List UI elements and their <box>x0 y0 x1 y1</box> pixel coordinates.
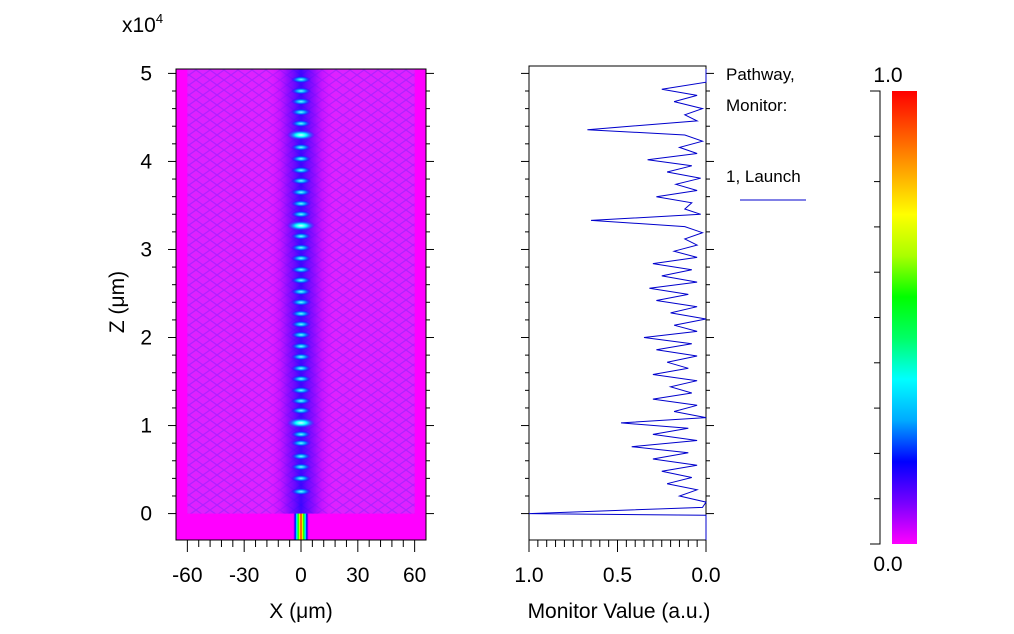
monitor-y-ticks <box>521 72 714 515</box>
heatmap-spot <box>291 87 311 95</box>
legend-entry-label: 1, Launch <box>726 167 801 186</box>
colorbar-ticks <box>874 135 880 500</box>
heatmap-spot <box>291 120 311 128</box>
legend: Pathway, Monitor: 1, Launch <box>726 65 806 201</box>
monitor-x-tick-label: 1.0 <box>514 564 543 587</box>
colorbar-gradient <box>892 91 917 544</box>
x-tick-label: 30 <box>346 564 369 587</box>
heatmap-bright-spot <box>287 417 315 428</box>
heatmap-spot <box>291 266 311 274</box>
heatmap-x-axis-title: X (μm) <box>269 600 332 623</box>
heatmap-spot <box>291 200 311 208</box>
y-tick-label: 2 <box>140 327 152 350</box>
heatmap-y-axis-title: Z (μm) <box>106 271 129 333</box>
heatmap-spot <box>291 108 311 116</box>
heatmap-spot <box>291 276 311 284</box>
y-tick-label: 1 <box>140 415 152 438</box>
legend-title-line-2: Monitor: <box>726 96 787 115</box>
x-tick-label: 60 <box>403 564 426 587</box>
heatmap-spot <box>291 98 311 106</box>
heatmap-spot <box>291 232 311 240</box>
heatmap-spot <box>291 188 311 196</box>
monitor-panel: 1.0 0.5 0.0 Monitor Value (a.u.) <box>514 65 721 623</box>
colorbar-min-label: 0.0 <box>873 553 902 576</box>
heatmap-spot <box>291 331 311 339</box>
heatmap-launch-field <box>293 513 309 540</box>
y-tick-label: 3 <box>140 238 152 261</box>
heatmap-spot <box>291 288 311 296</box>
heatmap-spot <box>291 452 311 460</box>
x-tick-label: 0 <box>295 564 307 587</box>
heatmap-spot <box>291 386 311 394</box>
x-tick-label: -60 <box>172 564 202 587</box>
y-multiplier-label: x104 <box>122 11 163 37</box>
colorbar: 1.0 0.0 <box>870 64 917 576</box>
heatmap-spot <box>291 143 311 151</box>
x-tick-label: -30 <box>229 564 259 587</box>
monitor-x-tick-label: 0.5 <box>603 564 632 587</box>
heatmap-spot <box>291 430 311 438</box>
y-tick-label: 4 <box>140 150 152 173</box>
monitor-frame <box>528 65 707 541</box>
heatmap-spot <box>291 177 311 185</box>
monitor-x-ticks: 1.0 0.5 0.0 <box>514 540 721 587</box>
heatmap-spot <box>291 407 311 415</box>
heatmap-spot <box>291 439 311 447</box>
monitor-x-axis-title: Monitor Value (a.u.) <box>528 600 711 623</box>
heatmap-y-ticks: 0 1 2 3 4 5 <box>140 62 434 526</box>
legend-title-line-1: Pathway, <box>726 65 795 84</box>
heatmap-spot <box>291 397 311 405</box>
heatmap-spot <box>291 375 311 383</box>
heatmap-spot <box>291 488 311 496</box>
y-tick-label: 0 <box>140 503 152 526</box>
heatmap-spot <box>291 254 311 262</box>
heatmap-bright-spot <box>287 130 315 141</box>
heatmap-spot <box>291 310 311 318</box>
heatmap-spot <box>291 244 311 252</box>
heatmap-spot <box>291 298 311 306</box>
heatmap-spot <box>291 76 311 84</box>
heatmap-spot <box>291 474 311 482</box>
heatmap-spot <box>291 342 311 350</box>
field-heatmap-panel: 0 1 2 3 4 5 -60 -30 0 30 60 x104 X (μm) Z (μm) <box>106 11 434 623</box>
monitor-x-tick-label: 0.0 <box>691 564 720 587</box>
heatmap-spot <box>291 364 311 372</box>
colorbar-max-label: 1.0 <box>873 64 902 87</box>
heatmap-spot <box>291 463 311 471</box>
heatmap-x-ticks: -60 -30 0 30 60 <box>172 540 426 587</box>
y-tick-label: 5 <box>140 62 152 85</box>
heatmap-bright-spot <box>287 220 315 231</box>
heatmap-spot <box>291 166 311 174</box>
heatmap-intensity-spots <box>287 76 315 496</box>
heatmap-spot <box>291 210 311 218</box>
heatmap-spot <box>291 320 311 328</box>
heatmap-spot <box>291 353 311 361</box>
monitor-series-line <box>528 69 707 540</box>
heatmap-spot <box>291 155 311 163</box>
